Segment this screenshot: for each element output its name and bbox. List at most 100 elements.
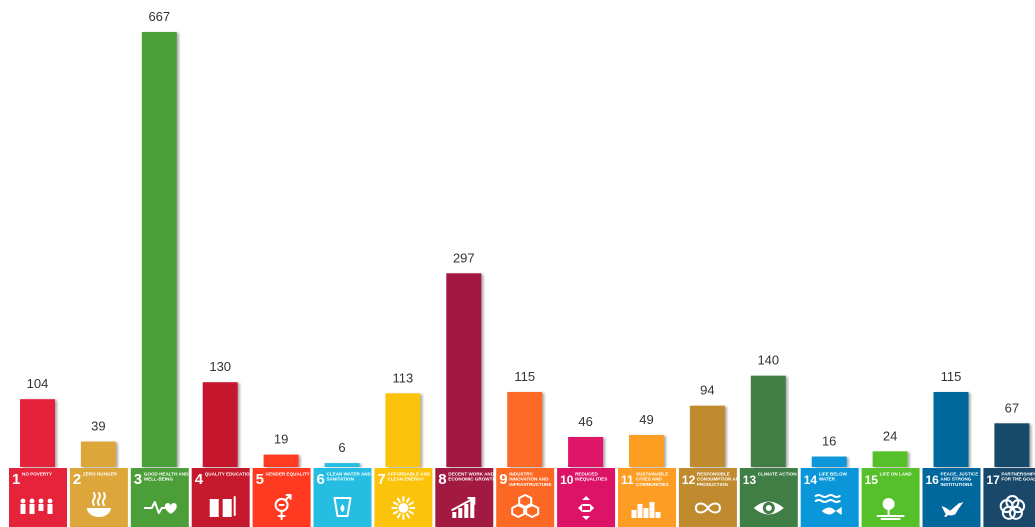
value-label-sdg-13: 140 bbox=[757, 353, 779, 368]
value-label-sdg-8: 297 bbox=[453, 250, 475, 265]
sdg-tile-12: 12 RESPONSIBLE CONSUMPTION AND PRODUCTION bbox=[678, 468, 743, 527]
sdg-number: 3 bbox=[134, 471, 142, 488]
sdg-tile-bg bbox=[191, 468, 250, 527]
sdg-tile-10: 10 REDUCED INEQUALITIES bbox=[557, 468, 616, 527]
sdg-title: INDUSTRY, INNOVATION AND INFRASTRUCTURE bbox=[509, 472, 551, 487]
sdg-number: 15 bbox=[865, 473, 879, 487]
sdg-title: CLEAN WATER AND SANITATION bbox=[327, 472, 372, 482]
fish-icon bbox=[814, 494, 842, 515]
value-label-sdg-7: 113 bbox=[393, 370, 414, 385]
sdg-tile-7: 7 AFFORDABLE AND CLEAN ENERGY bbox=[374, 468, 433, 527]
bar-sdg-16 bbox=[933, 392, 969, 467]
sdg-title: PEACE, JUSTICE AND STRONG INSTITUTIONS bbox=[941, 472, 979, 487]
sdg-title: QUALITY EDUCATION bbox=[205, 472, 254, 477]
value-label-sdg-16: 115 bbox=[941, 369, 962, 384]
bar-sdg-1 bbox=[20, 399, 55, 467]
bar-sdg-5 bbox=[263, 454, 299, 467]
sdg-title: SUSTAINABLE CITIES AND COMMUNITIES bbox=[636, 472, 669, 487]
value-label-sdg-1: 104 bbox=[27, 376, 49, 391]
sdg-tile-1: 1 NO POVERTY bbox=[9, 468, 67, 527]
heartbeat-icon bbox=[143, 501, 177, 514]
sdg-title: GENDER EQUALITY bbox=[266, 472, 310, 477]
sdg-tile-3: 3 GOOD HEALTH AND WELL-BEING bbox=[130, 468, 189, 527]
sdg-title: LIFE BELOW WATER bbox=[819, 472, 848, 482]
sdg-tile-bg bbox=[739, 468, 798, 527]
bar-sdg-10 bbox=[568, 437, 604, 467]
infinity-icon bbox=[694, 502, 721, 514]
bowl-icon bbox=[86, 492, 111, 517]
sdg-title: AFFORDABLE AND CLEAN ENERGY bbox=[387, 472, 430, 482]
value-label-sdg-9: 115 bbox=[514, 369, 535, 384]
sdg-number: 12 bbox=[682, 473, 696, 487]
sdg-tile-16: 16 PEACE, JUSTICE AND STRONG INSTITUTIONS bbox=[922, 468, 981, 527]
sdg-number: 4 bbox=[195, 471, 204, 488]
sdg-tile-11: 11 SUSTAINABLE CITIES AND COMMUNITIES bbox=[618, 468, 676, 527]
book-icon bbox=[209, 496, 236, 517]
value-label-sdg-15: 24 bbox=[883, 428, 897, 443]
sdg-tile-8: 8 DECENT WORK AND ECONOMIC GROWTH bbox=[435, 468, 496, 527]
sdg-tiles-group: 1 NO POVERTY 2 ZERO HUNGER 3 GOOD HEALTH AND W… bbox=[9, 468, 1035, 527]
value-label-sdg-11: 49 bbox=[639, 412, 653, 427]
rings-icon bbox=[999, 495, 1026, 520]
sdg-tile-15: 15 LIFE ON LAND bbox=[861, 468, 920, 527]
bar-sdg-12 bbox=[689, 405, 725, 467]
sdg-title: DECENT WORK AND ECONOMIC GROWTH bbox=[448, 472, 496, 482]
gender-icon bbox=[274, 494, 292, 520]
sdg-tile-9: 9 INDUSTRY, INNOVATION AND INFRASTRUCTURE bbox=[496, 468, 555, 527]
dove-icon bbox=[941, 502, 964, 517]
sdg-tile-bg bbox=[678, 468, 737, 527]
tree-icon bbox=[876, 498, 905, 520]
sdg-title: NO POVERTY bbox=[22, 472, 52, 477]
bars-group bbox=[20, 32, 1030, 467]
sdg-title: CLIMATE ACTION bbox=[758, 472, 797, 477]
value-label-sdg-14: 16 bbox=[822, 434, 836, 449]
sdg-number: 1 bbox=[12, 471, 20, 488]
bar-sdg-14 bbox=[811, 456, 847, 467]
sdg-tile-bg bbox=[861, 468, 920, 527]
sdg-number: 14 bbox=[804, 473, 818, 487]
sdg-tile-bg bbox=[800, 468, 859, 527]
sdg-tile-2: 2 ZERO HUNGER bbox=[69, 468, 128, 527]
sdg-tile-4: 4 QUALITY EDUCATION bbox=[191, 468, 254, 527]
value-label-sdg-5: 19 bbox=[274, 432, 288, 447]
bar-sdg-7 bbox=[385, 393, 421, 467]
family-icon bbox=[20, 498, 53, 514]
sdg-tile-bg bbox=[496, 468, 555, 527]
sdg-tile-bg bbox=[922, 468, 981, 527]
bar-sdg-15 bbox=[872, 451, 908, 467]
sdg-number: 5 bbox=[256, 471, 264, 488]
value-labels-group: 104 39 667 130 19 6 113 297 115 46 49 94 140 16 24 115 6… bbox=[27, 9, 1019, 455]
sdg-number: 8 bbox=[438, 471, 446, 488]
bar-sdg-13 bbox=[750, 375, 786, 467]
bar-sdg-3 bbox=[141, 32, 177, 467]
sdg-number: 6 bbox=[317, 471, 325, 488]
value-label-sdg-2: 39 bbox=[91, 419, 105, 434]
sdg-number: 13 bbox=[743, 473, 757, 487]
sdg-number: 11 bbox=[621, 473, 634, 487]
sdg-tile-bg bbox=[9, 468, 67, 527]
cubes-icon bbox=[511, 494, 540, 518]
sdg-tile-bg bbox=[130, 468, 189, 527]
value-label-sdg-17: 67 bbox=[1005, 400, 1019, 415]
sdg-number: 16 bbox=[926, 473, 940, 487]
value-label-sdg-4: 130 bbox=[209, 359, 231, 374]
sdg-tile-6: 6 CLEAN WATER AND SANITATION bbox=[313, 468, 372, 527]
bar-sdg-4 bbox=[202, 382, 238, 467]
water-drop-icon bbox=[333, 497, 352, 517]
sdg-number: 2 bbox=[73, 471, 81, 488]
value-label-sdg-12: 94 bbox=[700, 383, 714, 398]
bar-sdg-9 bbox=[507, 392, 543, 467]
bar-sdg-6 bbox=[324, 463, 360, 467]
sdg-tile-14: 14 LIFE BELOW WATER bbox=[800, 468, 859, 527]
sdg-tile-13: 13 CLIMATE ACTION bbox=[739, 468, 798, 527]
sdg-tile-5: 5 GENDER EQUALITY bbox=[252, 468, 311, 527]
bar-sdg-17 bbox=[994, 423, 1030, 467]
sdg-title: GOOD HEALTH AND WELL-BEING bbox=[144, 472, 189, 482]
value-label-sdg-6: 6 bbox=[338, 440, 345, 455]
sdg-title: ZERO HUNGER bbox=[83, 472, 118, 477]
arrows-icon bbox=[578, 496, 595, 520]
sdg-title: REDUCED INEQUALITIES bbox=[575, 472, 607, 482]
